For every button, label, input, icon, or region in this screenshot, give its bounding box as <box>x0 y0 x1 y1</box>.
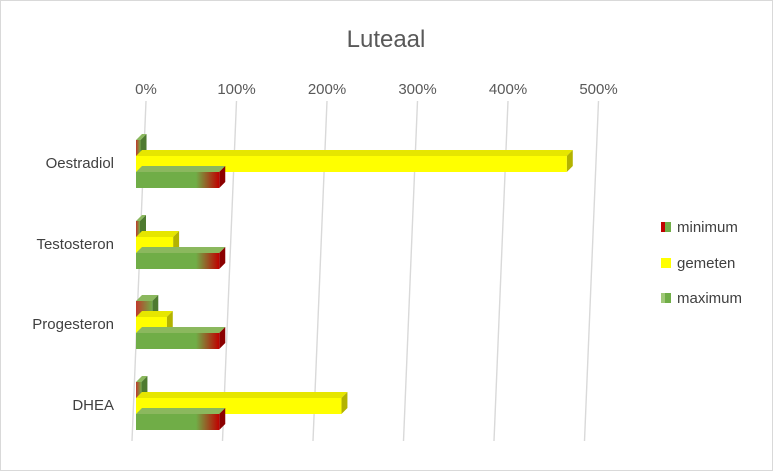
x-tick-label: 100% <box>217 81 255 98</box>
bar-top-face <box>136 327 226 333</box>
legend-label: maximum <box>677 290 742 307</box>
bar-gemeten-0 <box>136 150 573 172</box>
x-tick-label: 400% <box>489 81 527 98</box>
category-label: Oestradiol <box>46 155 114 172</box>
legend-swatch <box>661 258 671 268</box>
legend-swatch-edge <box>661 222 665 232</box>
bar-top-face <box>136 215 146 221</box>
bar-top-face <box>136 247 226 253</box>
legend-item-minimum: minimum <box>661 219 738 236</box>
bar-side-face <box>566 150 573 172</box>
legend-swatch <box>665 293 671 303</box>
legend-swatch-edge <box>661 293 665 303</box>
legend-item-maximum: maximum <box>661 290 742 307</box>
bar-top-face <box>136 376 148 382</box>
x-tick-label: 300% <box>398 81 436 98</box>
bar-top-face <box>136 166 226 172</box>
bar-front-face <box>136 172 220 188</box>
chart-title: Luteaal <box>347 26 426 53</box>
bar-front-face <box>136 156 567 172</box>
category-label: DHEA <box>72 397 114 414</box>
legend-item-gemeten: gemeten <box>661 255 735 272</box>
x-tick-label: 500% <box>579 81 617 98</box>
bar-top-face <box>136 408 226 414</box>
legend-swatch <box>665 222 671 232</box>
bar-maximum-3 <box>136 408 226 430</box>
legend-label: gemeten <box>677 255 735 272</box>
bar-front-face <box>136 253 220 269</box>
x-tick-label: 200% <box>308 81 346 98</box>
bars <box>136 134 573 430</box>
x-tick-labels: 0% 100% 200% 300% 400% 500% <box>135 81 618 98</box>
bar-maximum-0 <box>136 166 226 188</box>
category-labels: Oestradiol Testosteron Progesteron DHEA <box>32 155 114 414</box>
legend: minimum gemeten maximum <box>661 219 742 307</box>
bar-maximum-1 <box>136 247 226 269</box>
bar-maximum-2 <box>136 327 226 349</box>
bar-top-face <box>136 295 159 301</box>
legend-label: minimum <box>677 219 738 236</box>
bar-front-face <box>136 333 220 349</box>
x-tick-label: 0% <box>135 81 157 98</box>
bar-side-face <box>341 392 348 414</box>
bar-top-face <box>136 231 180 237</box>
bar-side-face <box>219 327 226 349</box>
bar-top-face <box>136 134 147 140</box>
bar-front-face <box>136 414 220 430</box>
bar-top-face <box>136 392 348 398</box>
gridline-5 <box>583 100 600 442</box>
bar-front-face <box>136 221 140 237</box>
bar-top-face <box>136 150 573 156</box>
category-label: Progesteron <box>32 316 114 333</box>
bar-front-face <box>136 382 142 398</box>
bar-side-face <box>219 247 226 269</box>
bar-side-face <box>219 166 226 188</box>
bar-side-face <box>219 408 226 430</box>
bar-top-face <box>136 311 173 317</box>
bar-front-face <box>136 140 141 156</box>
category-label: Testosteron <box>36 236 114 253</box>
